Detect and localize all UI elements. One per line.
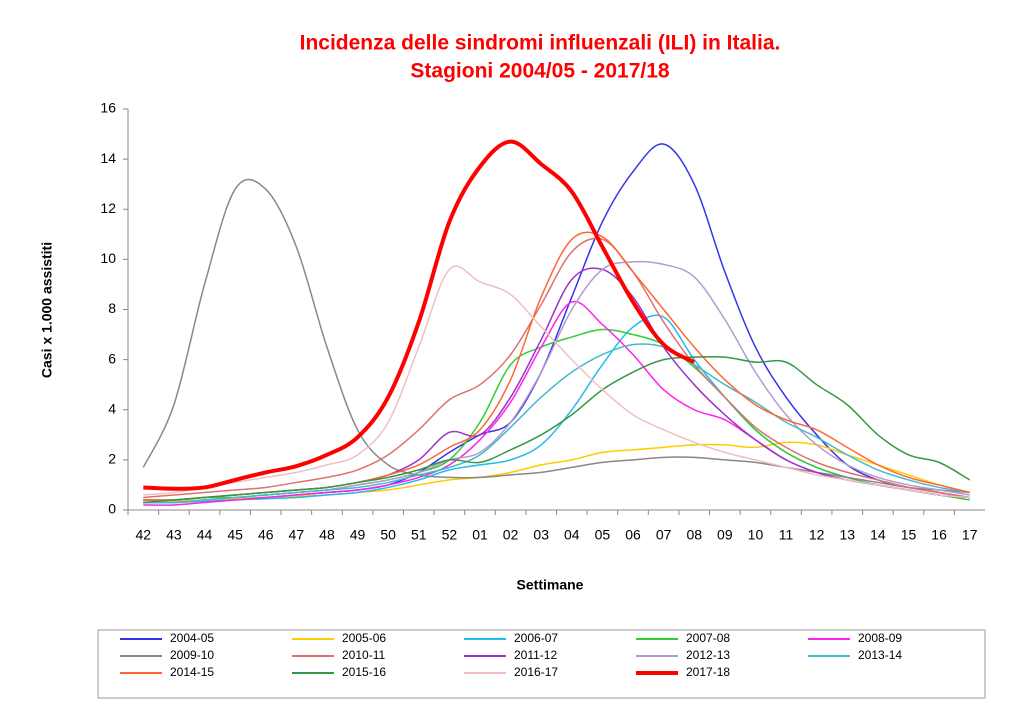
series-line bbox=[143, 231, 970, 501]
y-tick-label: 4 bbox=[108, 400, 116, 416]
x-tick-label: 17 bbox=[962, 527, 978, 543]
x-tick-label: 05 bbox=[595, 527, 611, 543]
x-tick-label: 45 bbox=[227, 527, 243, 543]
y-tick-label: 10 bbox=[100, 250, 116, 266]
series-line bbox=[142, 178, 970, 494]
x-tick-label: 12 bbox=[809, 527, 825, 543]
series-line bbox=[143, 260, 970, 504]
legend-label: 2008-09 bbox=[858, 631, 902, 645]
x-tick-label: 49 bbox=[350, 527, 366, 543]
x-tick-label: 42 bbox=[136, 527, 152, 543]
series-line bbox=[143, 237, 970, 499]
y-tick-label: 0 bbox=[108, 501, 116, 517]
x-axis-label: Settimane bbox=[517, 577, 584, 593]
x-tick-label: 01 bbox=[472, 527, 488, 543]
legend-label: 2010-11 bbox=[342, 648, 385, 662]
x-tick-label: 46 bbox=[258, 527, 274, 543]
x-tick-label: 14 bbox=[870, 527, 886, 543]
series-line bbox=[143, 265, 970, 499]
legend-label: 2012-13 bbox=[686, 648, 730, 662]
x-tick-label: 04 bbox=[564, 527, 580, 543]
x-tick-label: 52 bbox=[442, 527, 458, 543]
legend-label: 2013-14 bbox=[858, 648, 902, 662]
x-tick-label: 06 bbox=[625, 527, 641, 543]
legend-label: 2009-10 bbox=[170, 648, 214, 662]
series-line bbox=[143, 328, 970, 501]
x-tick-label: 08 bbox=[686, 527, 702, 543]
legend-label: 2006-07 bbox=[514, 631, 558, 645]
series-line bbox=[143, 143, 970, 504]
legend-label: 2015-16 bbox=[342, 665, 386, 679]
x-tick-label: 02 bbox=[503, 527, 519, 543]
legend-label: 2005-06 bbox=[342, 631, 386, 645]
legend-label: 2017-18 bbox=[686, 665, 730, 679]
x-tick-label: 16 bbox=[931, 527, 947, 543]
legend-label: 2007-08 bbox=[686, 631, 730, 645]
y-tick-label: 8 bbox=[108, 300, 116, 316]
legend-label: 2016-17 bbox=[514, 665, 558, 679]
legend-label: 2014-15 bbox=[170, 665, 214, 679]
x-tick-label: 43 bbox=[166, 527, 182, 543]
x-tick-label: 13 bbox=[839, 527, 855, 543]
x-tick-label: 11 bbox=[779, 527, 794, 543]
x-tick-label: 10 bbox=[748, 527, 764, 543]
x-tick-label: 47 bbox=[289, 527, 305, 543]
y-tick-label: 16 bbox=[100, 100, 116, 116]
y-tick-label: 14 bbox=[100, 150, 116, 166]
x-tick-label: 51 bbox=[411, 527, 427, 543]
y-tick-label: 12 bbox=[100, 200, 116, 216]
x-tick-label: 48 bbox=[319, 527, 335, 543]
chart-subtitle: Stagioni 2004/05 - 2017/18 bbox=[410, 60, 669, 83]
series-line bbox=[143, 139, 696, 491]
y-tick-label: 2 bbox=[108, 451, 116, 467]
legend-label: 2011-12 bbox=[514, 648, 557, 662]
series-line bbox=[143, 355, 971, 504]
x-tick-label: 07 bbox=[656, 527, 672, 543]
legend-box bbox=[97, 629, 986, 699]
chart-title: Incidenza delle sindromi influenzali (IL… bbox=[300, 32, 781, 55]
x-tick-label: 03 bbox=[533, 527, 549, 543]
y-axis-label: Casi x 1.000 assistiti bbox=[39, 242, 55, 378]
x-tick-label: 44 bbox=[197, 527, 213, 543]
x-tick-label: 09 bbox=[717, 527, 733, 543]
y-tick-label: 6 bbox=[108, 350, 116, 366]
series-line bbox=[143, 343, 970, 504]
x-tick-label: 15 bbox=[901, 527, 917, 543]
legend-label: 2004-05 bbox=[170, 631, 214, 645]
x-tick-label: 50 bbox=[380, 527, 396, 543]
